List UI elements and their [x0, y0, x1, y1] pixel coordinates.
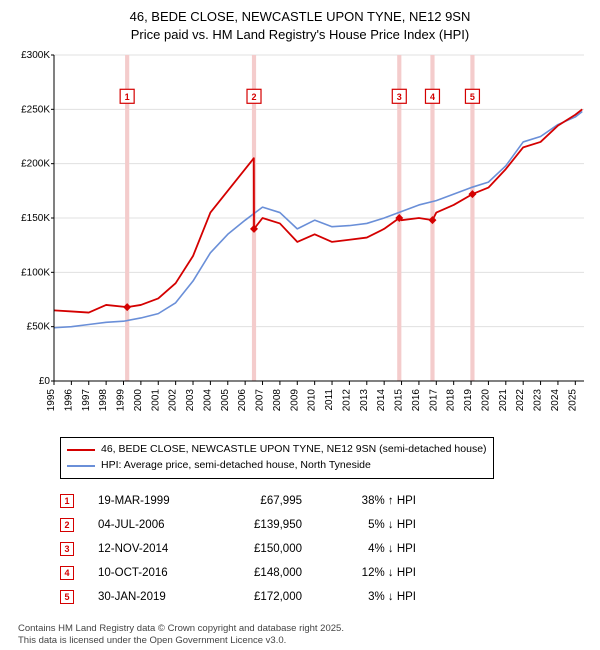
footer-attribution: Contains HM Land Registry data © Crown c… [18, 623, 590, 648]
svg-text:2001: 2001 [150, 389, 161, 412]
transaction-date: 12-NOV-2014 [98, 543, 198, 555]
transaction-price: £150,000 [222, 543, 302, 555]
title-line2: Price paid vs. HM Land Registry's House … [131, 27, 469, 42]
transaction-marker: 5 [60, 590, 74, 604]
svg-text:2025: 2025 [567, 389, 578, 412]
svg-text:2018: 2018 [446, 389, 457, 412]
transaction-diff: 4% ↓ HPI [326, 543, 416, 555]
transaction-date: 04-JUL-2006 [98, 519, 198, 531]
svg-text:1997: 1997 [81, 389, 92, 412]
transaction-row: 1 19-MAR-1999 £67,995 38% ↑ HPI [60, 489, 590, 513]
svg-text:5: 5 [470, 92, 475, 102]
svg-text:2003: 2003 [185, 389, 196, 412]
svg-text:2014: 2014 [376, 389, 387, 412]
svg-text:2006: 2006 [237, 389, 248, 412]
svg-text:2024: 2024 [550, 389, 561, 412]
transaction-diff: 38% ↑ HPI [326, 495, 416, 507]
svg-text:2010: 2010 [307, 389, 318, 412]
svg-text:2008: 2008 [272, 389, 283, 412]
transaction-row: 2 04-JUL-2006 £139,950 5% ↓ HPI [60, 513, 590, 537]
transaction-price: £148,000 [222, 567, 302, 579]
legend-swatch [67, 465, 95, 467]
chart-title: 46, BEDE CLOSE, NEWCASTLE UPON TYNE, NE1… [10, 8, 590, 43]
transaction-date: 19-MAR-1999 [98, 495, 198, 507]
transaction-row: 3 12-NOV-2014 £150,000 4% ↓ HPI [60, 537, 590, 561]
svg-text:£300K: £300K [21, 50, 50, 61]
transaction-date: 30-JAN-2019 [98, 591, 198, 603]
svg-text:2013: 2013 [359, 389, 370, 412]
svg-text:£50K: £50K [27, 322, 51, 333]
svg-text:2011: 2011 [324, 389, 335, 411]
svg-text:2005: 2005 [220, 389, 231, 412]
svg-text:2015: 2015 [394, 389, 405, 412]
svg-text:2019: 2019 [463, 389, 474, 412]
legend: 46, BEDE CLOSE, NEWCASTLE UPON TYNE, NE1… [60, 437, 494, 479]
svg-text:2012: 2012 [341, 389, 352, 412]
svg-text:2009: 2009 [289, 389, 300, 412]
legend-label: 46, BEDE CLOSE, NEWCASTLE UPON TYNE, NE1… [101, 442, 487, 458]
svg-text:2: 2 [252, 92, 257, 102]
svg-text:2016: 2016 [411, 389, 422, 412]
svg-text:1996: 1996 [63, 389, 74, 412]
transaction-price: £139,950 [222, 519, 302, 531]
legend-item: HPI: Average price, semi-detached house,… [67, 458, 487, 474]
svg-text:2017: 2017 [428, 389, 439, 412]
svg-text:£100K: £100K [21, 267, 50, 278]
svg-text:1998: 1998 [98, 389, 109, 412]
svg-text:2007: 2007 [255, 389, 266, 412]
svg-text:2020: 2020 [480, 389, 491, 412]
transaction-marker: 2 [60, 518, 74, 532]
legend-swatch [67, 449, 95, 451]
transaction-marker: 3 [60, 542, 74, 556]
legend-label: HPI: Average price, semi-detached house,… [101, 458, 371, 474]
title-line1: 46, BEDE CLOSE, NEWCASTLE UPON TYNE, NE1… [130, 9, 471, 24]
svg-text:2022: 2022 [515, 389, 526, 412]
svg-text:1: 1 [125, 92, 130, 102]
svg-text:3: 3 [397, 92, 402, 102]
svg-text:2021: 2021 [498, 389, 509, 412]
footer-line2: This data is licensed under the Open Gov… [18, 635, 286, 646]
svg-text:1999: 1999 [116, 389, 127, 412]
svg-text:£0: £0 [39, 376, 51, 387]
transaction-diff: 3% ↓ HPI [326, 591, 416, 603]
svg-text:2002: 2002 [168, 389, 179, 412]
chart-svg: £0 £50K £100K £150K £200K £250K £300K 1 2 3 4 5 1995… [10, 49, 590, 429]
transactions-table: 1 19-MAR-1999 £67,995 38% ↑ HPI 2 04-JUL-2006… [60, 489, 590, 609]
svg-text:2023: 2023 [533, 389, 544, 412]
legend-item: 46, BEDE CLOSE, NEWCASTLE UPON TYNE, NE1… [67, 442, 487, 458]
svg-text:£150K: £150K [21, 213, 50, 224]
transaction-diff: 5% ↓ HPI [326, 519, 416, 531]
transaction-price: £172,000 [222, 591, 302, 603]
svg-text:1995: 1995 [46, 389, 57, 412]
price-chart: £0 £50K £100K £150K £200K £250K £300K 1 2 3 4 5 1995… [10, 49, 590, 429]
svg-text:2000: 2000 [133, 389, 144, 412]
transaction-marker: 4 [60, 566, 74, 580]
transaction-marker: 1 [60, 494, 74, 508]
svg-text:£250K: £250K [21, 104, 50, 115]
transaction-date: 10-OCT-2016 [98, 567, 198, 579]
transaction-diff: 12% ↓ HPI [326, 567, 416, 579]
transaction-row: 4 10-OCT-2016 £148,000 12% ↓ HPI [60, 561, 590, 585]
transaction-price: £67,995 [222, 495, 302, 507]
transaction-row: 5 30-JAN-2019 £172,000 3% ↓ HPI [60, 585, 590, 609]
svg-text:4: 4 [430, 92, 435, 102]
svg-text:2004: 2004 [202, 389, 213, 412]
svg-text:£200K: £200K [21, 159, 50, 170]
footer-line1: Contains HM Land Registry data © Crown c… [18, 623, 344, 634]
